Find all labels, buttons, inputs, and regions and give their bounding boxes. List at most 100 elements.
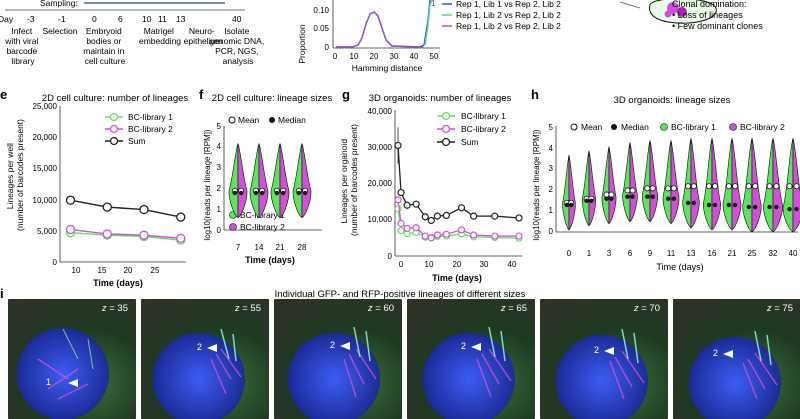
panel-e-line-series-3	[70, 199, 181, 218]
panel-g-legend-3: Sum	[461, 137, 478, 147]
panel-h-xtick-21: 21	[728, 249, 737, 258]
panel-e-ytick-5000: 5,000	[37, 227, 58, 236]
panel-g-point-s2-12	[515, 232, 523, 240]
clonal-blob-1	[667, 2, 679, 14]
panel-h-mean-lib1-7	[685, 183, 692, 190]
panel-h-violin-lib2-5	[649, 140, 658, 223]
panel-f-ytick-2: 2	[217, 184, 222, 193]
panel-h-violin-lib2-6	[670, 140, 680, 225]
clonal-title: Clonal domination:	[672, 0, 747, 9]
panel-f-median-lib1-4	[296, 190, 302, 196]
hamming-ytick-010: 0.10	[313, 6, 329, 15]
panel-f-median-lib2-4	[302, 190, 308, 196]
panel-e-ytick-20000: 20,000	[33, 133, 58, 142]
event-embryoid: Embryoid bodies or maintain in cell cult…	[83, 26, 126, 66]
panel-h-violin-lib2-7	[690, 138, 700, 229]
panel-h-mean-lib2-8	[712, 183, 719, 190]
panel-g-point-s3-12	[515, 214, 523, 222]
panel-f: f 2D cell culture: lineage sizes log10(r…	[199, 87, 332, 265]
panel-h-median-lib1-3	[604, 196, 609, 201]
hamming-xtick-50: 50	[430, 52, 439, 61]
clonal-bullet-2: • Few dominant clones	[672, 21, 763, 31]
panel-h-median-lib2-1	[569, 202, 574, 208]
panel-g-point-s3-10	[470, 212, 478, 220]
panel-h-violin-lib1-4	[622, 142, 631, 223]
panel-h-legend-mean-marker	[570, 123, 578, 131]
panel-h: h 3D organoids: lineage sizes log10(read…	[531, 87, 800, 272]
micrograph-z35-arrow-label: 1	[46, 377, 52, 387]
panel-h-title: 3D organoids: lineage sizes	[614, 95, 731, 106]
hamming-ylabel: Proportion	[297, 24, 307, 63]
panel-g-point-s3-1	[394, 141, 402, 150]
panel-g-letter: g	[342, 87, 350, 102]
panel-f-violin-lib1-3	[270, 143, 281, 219]
panel-h-median-lib2-2	[589, 198, 594, 203]
panel-g-point-s3-2	[397, 188, 405, 197]
panel-h-mean-lib1-11	[766, 183, 773, 190]
panel-e-title: 2D cell culture: number of lineages	[42, 93, 189, 104]
micrograph-z55-image	[141, 299, 269, 419]
panel-i-letter: i	[0, 286, 4, 300]
timeline: Sampling: Day -3 -1 0 6 10 11 13 40 Infe…	[0, 0, 264, 66]
panel-h-violin-lib2-2	[588, 150, 597, 227]
panel-f-median-lib2-2	[259, 190, 265, 196]
panel-f-ytick-1: 1	[217, 205, 222, 214]
panel-h-violin-lib1-5	[642, 140, 651, 223]
panel-e-line-series-2	[70, 228, 181, 239]
panel-e-point-s3-2	[102, 202, 112, 212]
panel-f-violin-lib2-1	[237, 143, 248, 219]
panel-h-xtick-11: 11	[667, 249, 676, 258]
micrograph-z35: z = 35 1	[8, 299, 136, 419]
panel-g-point-s3-11	[491, 212, 499, 220]
panel-e-line-series-1	[70, 231, 181, 241]
panel-g-xtick-30: 30	[480, 260, 489, 269]
panel-h-mean-lib1-3	[603, 191, 610, 198]
panel-h-xtick-1: 1	[587, 249, 592, 258]
panel-h-median-lib2-6	[671, 196, 676, 201]
micrograph-z60-label: z = 60	[367, 303, 394, 314]
panel-f-legend-median-marker	[269, 117, 275, 123]
panel-h-mean-lib2-6	[670, 185, 677, 192]
micrograph-z75: z = 75 2	[673, 299, 800, 419]
tick-day-m3: -3	[27, 14, 35, 24]
panel-f-median-lib2-3	[280, 190, 286, 196]
panel-e-legend-marker-2	[109, 124, 119, 134]
panel-h-mean-lib2-11	[773, 183, 780, 190]
panel-f-violin-lib1-1	[228, 143, 239, 219]
panel-e-legend-marker-3	[109, 136, 119, 146]
hamming-legend-1: Rep 1, Lib 1 vs Rep 2, Lib 2	[456, 0, 561, 9]
panel-f-legend-lib2-marker	[229, 223, 237, 231]
micrograph-z75-arrow-label: 2	[713, 348, 719, 358]
event-neuro: Neuro- epithelium	[184, 26, 223, 46]
panel-e-xlabel: Time (days)	[93, 278, 143, 288]
panel-h-mean-lib2-10	[752, 183, 759, 190]
micrograph-z35-label: z = 35	[101, 303, 128, 314]
panel-g-point-s1-1	[394, 205, 402, 213]
micrograph-z70-arrow-label: 2	[594, 345, 600, 355]
panel-f-letter: f	[199, 87, 204, 102]
panel-h-median-lib2-9	[732, 202, 738, 208]
panel-e-xtick-25: 25	[151, 266, 160, 275]
hamming-ytick-005: 0.05	[313, 24, 329, 33]
event-matrigel: Matrigel embedding	[139, 26, 181, 46]
hamming-curve-pink	[336, 11, 425, 48]
panel-h-mean-lib2-12	[793, 183, 800, 190]
panel-h-median-lib2-3	[609, 196, 614, 201]
panel-h-median-lib2-10	[753, 204, 758, 210]
panel-g-xtick-20: 20	[453, 260, 462, 269]
panel-f-legend-lib2: BC-library 2	[240, 222, 285, 232]
micrograph-z60-image	[274, 299, 402, 419]
panel-g-point-s3-5	[421, 213, 429, 221]
hamming-legend-3: Rep 1, Lib 2 vs Rep 2, Lib 2	[456, 21, 561, 31]
panel-f-ylabel: log10(reads per lineage [RPM])	[203, 129, 212, 241]
panel-e-ylabel: Lineages per well (number of barcodes pr…	[5, 119, 25, 231]
panel-e-legend: BC-library 1 BC-library 2 Sum	[105, 112, 173, 146]
panel-f-ytick-5: 5	[217, 122, 222, 131]
panel-g-point-s2-8	[442, 230, 451, 238]
panel-h-mean-lib1-4	[624, 187, 631, 194]
panel-h-xtick-32: 32	[769, 249, 778, 258]
panel-g-ytick-40000: 40,000	[368, 107, 393, 116]
event-infect: Infect with viral barcode library	[4, 26, 40, 66]
panel-e-legend-2: BC-library 2	[128, 124, 173, 134]
